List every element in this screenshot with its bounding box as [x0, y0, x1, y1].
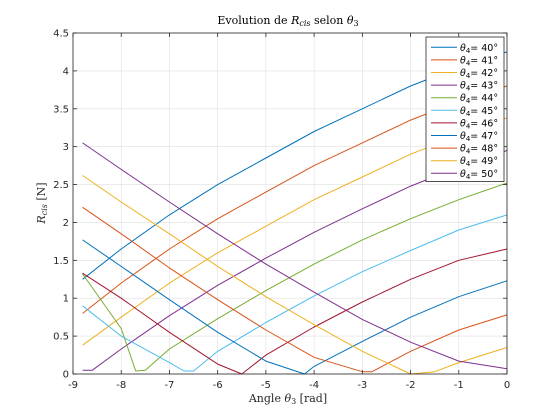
legend-label: θ4= 50°: [460, 169, 498, 181]
title-part: R: [290, 14, 299, 27]
series-line: [82, 214, 508, 372]
title-part: 3: [354, 19, 359, 28]
ylabel-part: R: [35, 215, 48, 224]
y-axis-title: Rcis [N]: [35, 182, 49, 224]
title-part: Evolution de: [217, 14, 291, 27]
x-tick-label: -3: [357, 380, 367, 391]
x-tick-label: -8: [116, 380, 126, 391]
legend-label: θ4= 41°: [460, 55, 498, 67]
y-tick-label: 1.5: [53, 256, 69, 267]
xlabel-part: 3: [291, 397, 296, 406]
legend-label: θ4= 47°: [460, 131, 498, 143]
legend-label: θ4= 40°: [460, 43, 498, 55]
x-tick-label: -9: [68, 380, 78, 391]
legend: θ4= 40°θ4= 41°θ4= 42°θ4= 43°θ4= 44°θ4= 4…: [425, 36, 505, 183]
y-tick-label: 2: [63, 218, 69, 229]
y-tick-label: 3.5: [53, 104, 69, 115]
legend-label: θ4= 46°: [460, 118, 498, 130]
x-tick-label: -6: [213, 380, 223, 391]
legend-label: θ4= 42°: [460, 68, 498, 80]
title-part: selon: [311, 14, 347, 27]
y-tick-label: 0.5: [53, 332, 69, 343]
plot-frame: [72, 32, 508, 375]
legend-label: θ4= 49°: [460, 156, 498, 168]
series-line: [82, 248, 508, 375]
x-axis-title: Angle θ3 [rad]: [248, 392, 327, 406]
legend-label: θ4= 44°: [460, 93, 498, 105]
series-line: [82, 142, 508, 370]
legend-box: [425, 36, 505, 183]
y-tick-label: 4.5: [53, 29, 69, 40]
legend-items: θ4= 40°θ4= 41°θ4= 42°θ4= 43°θ4= 44°θ4= 4…: [431, 43, 498, 181]
x-tick-label: 0: [504, 380, 510, 391]
y-tick-label: 3: [63, 142, 69, 153]
series-line: [82, 206, 508, 373]
xlabel-part: [rad]: [296, 392, 327, 405]
y-tick-label: 4: [63, 66, 69, 77]
x-tick-label: -4: [309, 380, 319, 391]
series-line: [82, 182, 508, 372]
ticks: [72, 32, 508, 375]
x-tick-label: -5: [261, 380, 271, 391]
legend-label: θ4= 45°: [460, 106, 498, 118]
y-tick-label: 1: [63, 294, 69, 305]
series-line: [82, 175, 508, 375]
x-tick-label: -1: [454, 380, 464, 391]
ylabel-part: cis: [40, 204, 49, 215]
title-part: cis: [299, 19, 310, 28]
x-tick-label: -2: [406, 380, 416, 391]
legend-label: θ4= 48°: [460, 144, 498, 156]
tick-labels: -9 -8 -7 -6 -5 -4 -3 -2 -1 0 0 0.5 1 1.5 2 2.5 3 3.5 4 4.5: [53, 29, 510, 392]
ylabel-part: [N]: [35, 182, 48, 204]
legend-label: θ4= 43°: [460, 81, 498, 93]
y-tick-label: 2.5: [53, 180, 69, 191]
chart-title: Evolution de Rcis selon θ3: [217, 14, 358, 28]
xlabel-part: θ: [284, 392, 291, 405]
x-tick-label: -7: [164, 380, 174, 391]
y-tick-label: 0: [63, 370, 69, 381]
title-part: θ: [347, 14, 354, 27]
xlabel-part: Angle: [248, 392, 285, 405]
